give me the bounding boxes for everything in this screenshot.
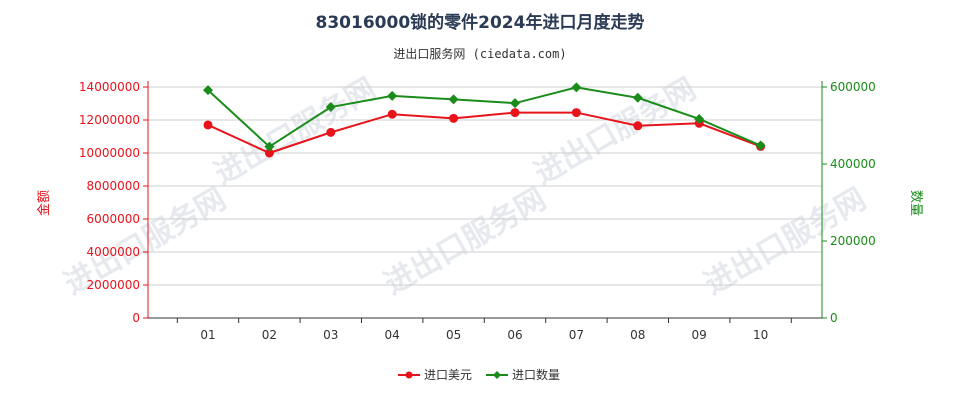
x-tick-label: 07 [569, 328, 584, 342]
data-point [510, 98, 520, 109]
data-point [387, 90, 398, 101]
grid-lines [148, 86, 822, 286]
data-point [264, 148, 274, 158]
right-tick-label: 200000 [830, 234, 876, 248]
left-tick-label: 4000000 [87, 245, 140, 259]
x-tick-label: 09 [692, 328, 707, 342]
data-point [203, 120, 213, 130]
left-tick-label: 14000000 [79, 80, 140, 94]
data-point [632, 92, 643, 103]
watermark-text: 进出口服务网 [59, 182, 232, 302]
x-tick-label: 08 [630, 328, 645, 342]
data-point [325, 102, 336, 113]
chart-subtitle: 进出口服务网 (ciedata.com) [393, 47, 567, 61]
left-tick-label: 6000000 [87, 212, 140, 226]
x-tick-label: 02 [262, 328, 277, 342]
watermark-text: 进出口服务网 [529, 72, 702, 192]
data-point [264, 141, 275, 152]
data-point [571, 82, 582, 93]
right-tick-label: 400000 [830, 157, 876, 171]
left-tick-label: 8000000 [87, 179, 140, 193]
x-tick-label: 05 [446, 328, 461, 342]
series-line-2 [207, 86, 761, 148]
left-tick-label: 0 [132, 311, 140, 325]
x-tick-label: 04 [385, 328, 400, 342]
legend-marker [493, 371, 501, 379]
data-point [326, 127, 336, 137]
left-tick-label: 10000000 [79, 146, 140, 160]
legend: 进口美元 进口数量 [398, 367, 560, 382]
legend-label: 进口数量 [512, 367, 560, 382]
left-tick-label: 2000000 [87, 278, 140, 292]
data-point [633, 121, 643, 131]
series-line-1 [207, 111, 761, 155]
data-point [571, 108, 581, 118]
x-tick-label: 10 [753, 328, 768, 342]
data-point [448, 94, 459, 105]
right-axis-title: 数量 [908, 190, 923, 216]
data-point [694, 113, 705, 124]
watermark-text: 进出口服务网 [379, 182, 552, 302]
watermark-text: 进出口服务网 [209, 72, 382, 192]
data-point [755, 140, 766, 151]
legend-marker [405, 371, 413, 379]
left-tick-label: 12000000 [79, 113, 140, 127]
data-point [449, 113, 459, 123]
x-tick-label: 06 [507, 328, 522, 342]
x-tick-label: 01 [200, 328, 215, 342]
right-tick-label: 0 [830, 311, 838, 325]
axes: 0200000040000006000000800000010000000120… [36, 80, 923, 342]
left-axis-title: 金额 [36, 190, 52, 216]
legend-label: 进口美元 [424, 368, 472, 382]
chart-title: 83016000锁的零件2024年进口月度走势 [315, 13, 645, 33]
right-tick-label: 600000 [830, 80, 876, 94]
series-layer [203, 82, 766, 158]
data-point [387, 109, 397, 119]
data-point [203, 85, 213, 96]
x-tick-label: 03 [323, 328, 338, 342]
data-point [510, 108, 520, 118]
